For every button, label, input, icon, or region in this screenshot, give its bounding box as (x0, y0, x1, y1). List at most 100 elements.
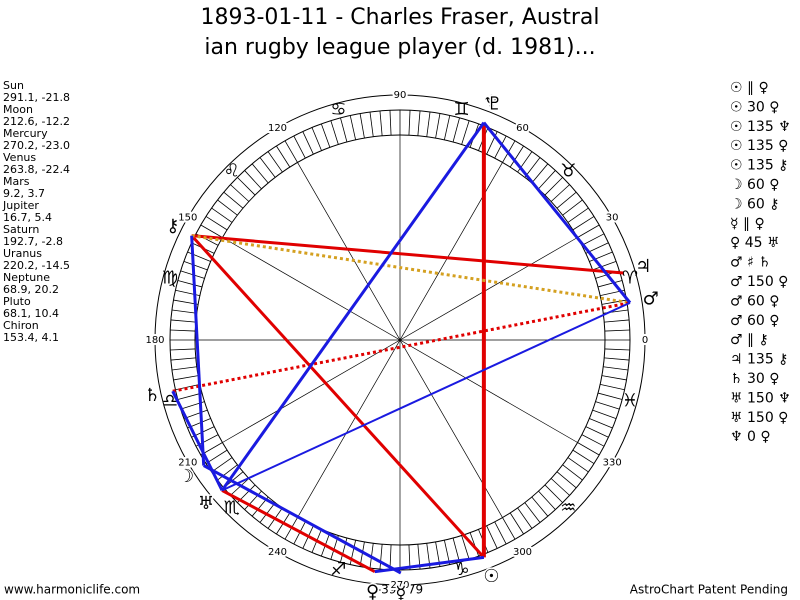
aspect-line (171, 390, 224, 492)
degree-label: 180 (145, 335, 164, 346)
band-tick (581, 434, 605, 447)
band-tick (244, 170, 262, 190)
sign-glyph: ♒ (560, 497, 576, 518)
sign-glyph: ♋ (330, 99, 346, 120)
planet-glyph: ⚷ (166, 215, 179, 236)
planet-name: Venus (3, 151, 36, 164)
band-tick (556, 191, 577, 209)
title-line: 1893-01-11 - Charles Fraser, Austral (200, 5, 599, 30)
aspect-entry: ♀ 45 ♅ (730, 235, 780, 251)
outer-circle (154, 94, 646, 586)
planet-glyph: ♆ (483, 92, 499, 113)
degree-label: 150 (178, 213, 197, 224)
sign-glyph: ♐ (330, 559, 346, 580)
band-tick (170, 357, 196, 361)
band-tick (589, 418, 613, 429)
center-value: -39,779 (377, 583, 423, 597)
band-tick (408, 110, 411, 136)
planet-glyph: ♇ (487, 93, 503, 114)
band-tick (494, 135, 507, 159)
band-tick (461, 120, 470, 145)
sign-glyph: ♊ (454, 99, 470, 120)
band-tick (217, 199, 238, 216)
aspect-entry: ☉ 135 ⚷ (730, 158, 788, 174)
sign-glyph: ♈ (622, 267, 638, 288)
planet-glyph: ♂ (643, 288, 659, 309)
band-tick (320, 123, 331, 148)
band-tick (230, 184, 250, 202)
planet-position: 270.2, -23.0 (3, 139, 70, 152)
band-tick (544, 177, 563, 196)
band-tick (200, 224, 223, 238)
aspect-entry: ☉ ∥ ♀ (730, 80, 769, 96)
band-tick (293, 135, 306, 159)
aspect-entry: ♄ 30 ♀ (730, 371, 780, 387)
band-tick (211, 457, 233, 473)
band-tick (267, 151, 283, 173)
degree-label: 270 (390, 580, 409, 591)
sign-glyph: ♎ (162, 391, 178, 412)
planet-glyph: ☉ (483, 566, 499, 587)
band-tick (379, 544, 383, 570)
planet-position: 220.2, -14.5 (3, 259, 70, 272)
band-tick (567, 457, 589, 473)
aspect-line (191, 234, 624, 275)
planet-position: 263.8, -22.4 (3, 163, 70, 176)
band-tick (443, 115, 451, 140)
band-tick (601, 299, 627, 305)
title-line: ian rugby league player (d. 1981)... (204, 35, 595, 60)
band-tick (502, 517, 516, 540)
aspect-line (220, 121, 486, 492)
band-tick (426, 111, 431, 137)
band-tick (509, 145, 524, 168)
aspect-entry: ♅ 150 ♆ (730, 390, 791, 406)
degree-label: 30 (606, 213, 619, 224)
band-tick (592, 409, 617, 420)
band-tick (494, 521, 507, 545)
planet-name: Mercury (3, 127, 48, 140)
band-tick (211, 207, 233, 223)
band-tick (577, 224, 600, 238)
aspect-entry: ♃ 135 ⚷ (730, 352, 788, 368)
sign-glyph: ♉ (560, 161, 576, 182)
band-tick (461, 535, 470, 560)
band-tick (597, 392, 623, 400)
band-tick (452, 537, 460, 563)
planet-name: Mars (3, 175, 30, 188)
band-tick (531, 496, 549, 517)
band-tick (251, 163, 269, 184)
planet-name: Saturn (3, 223, 39, 236)
aspect-entry: ☉ 135 ♀ (730, 138, 788, 154)
degree-label: 60 (516, 123, 529, 134)
footer-right: AstroChart Patent Pending (630, 583, 788, 597)
aspect-entry: ♂ ♯ ♄ (730, 255, 771, 271)
aspect-entry: ♂ 60 ♀ (730, 313, 780, 329)
wheel (154, 94, 646, 586)
band-tick (604, 348, 630, 351)
band-tick (205, 449, 228, 464)
sign-glyph: ♌ (224, 161, 240, 182)
band-tick (585, 426, 609, 438)
degree-label: 330 (603, 458, 622, 469)
planet-position: 291.1, -21.8 (3, 91, 70, 104)
band-tick (369, 111, 374, 137)
planet-name: Pluto (3, 295, 31, 308)
aspect-entry: ♂ 60 ♀ (730, 293, 780, 309)
band-tick (171, 366, 197, 371)
band-tick (581, 233, 605, 246)
planet-position: 16.7, 5.4 (3, 211, 52, 224)
band-tick (509, 512, 524, 535)
band-tick (217, 464, 238, 481)
planet-name: Chiron (3, 319, 39, 332)
aspect-line (190, 235, 206, 466)
aspect-entry: ☿ ∥ ♀ (730, 216, 765, 232)
band-tick (173, 375, 199, 381)
band-tick (311, 127, 322, 151)
band-tick (589, 251, 613, 262)
band-tick (604, 319, 630, 323)
band-tick (183, 409, 208, 420)
aspect-entry: ☉ 135 ♆ (730, 119, 791, 135)
band-tick (524, 502, 541, 523)
planet-name: Sun (3, 79, 24, 92)
planet-name: Jupiter (2, 199, 39, 212)
